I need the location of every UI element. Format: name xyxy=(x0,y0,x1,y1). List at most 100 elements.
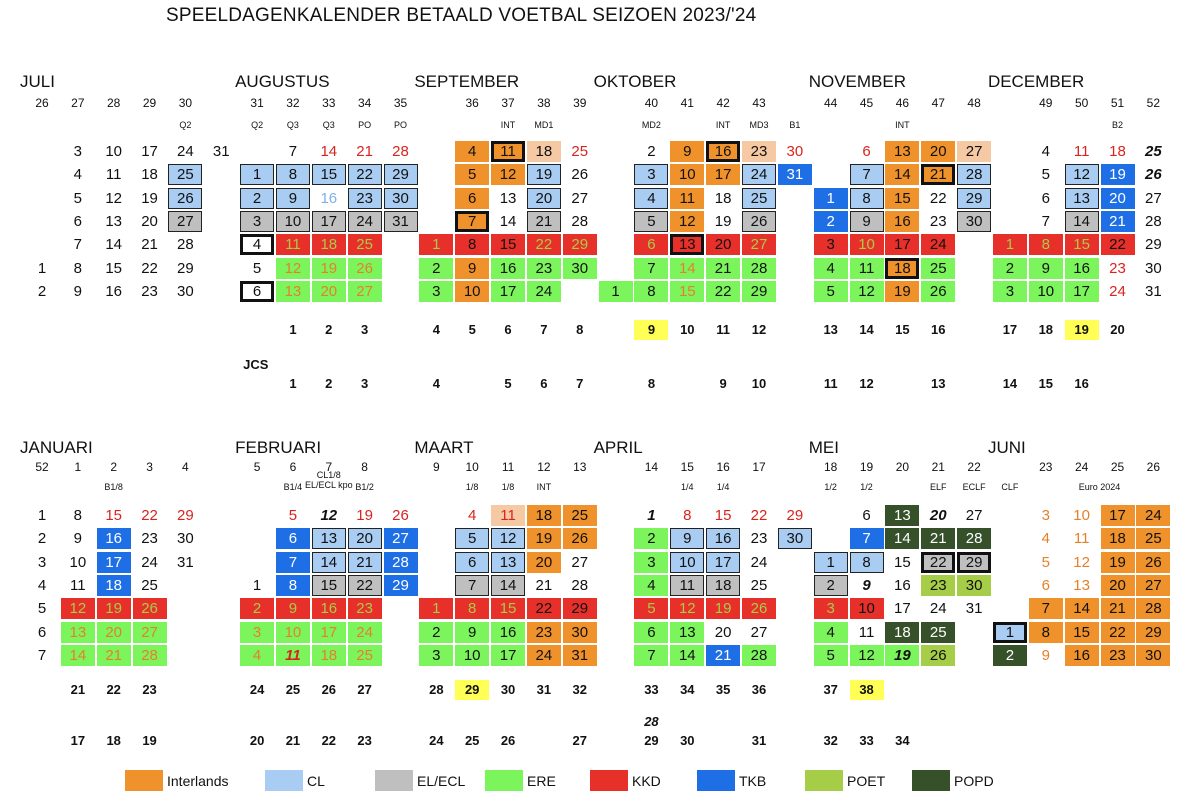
week-tag: ELF xyxy=(929,482,947,492)
jcs-number: 18 xyxy=(106,733,121,748)
day-cell: 11 xyxy=(849,257,884,279)
day-cell: 6 xyxy=(634,234,669,256)
day-cell: 25 xyxy=(1145,143,1162,160)
day-cell: 5 xyxy=(455,164,490,186)
day-cell: 10 xyxy=(1028,280,1063,302)
day-cell: 21 xyxy=(526,210,561,232)
round-number: 26 xyxy=(321,682,337,697)
round-number: 2 xyxy=(325,322,333,337)
day-cell: 30 xyxy=(177,282,194,300)
day-cell: 11 xyxy=(491,505,526,526)
day-cell: 22 xyxy=(1100,621,1135,643)
day-cell: 10 xyxy=(69,553,87,571)
round-number: 21 xyxy=(70,682,86,697)
day-cell: 17 xyxy=(706,551,741,573)
week-number: 20 xyxy=(895,460,910,474)
day-cell: 18 xyxy=(706,574,741,596)
day-cell: 15 xyxy=(885,187,920,209)
week-tag: PO xyxy=(393,120,407,130)
day-cell: 31 xyxy=(212,143,230,160)
day-cell: 25 xyxy=(921,621,956,643)
day-cell: 8 xyxy=(73,259,83,277)
day-cell: 19 xyxy=(356,507,373,524)
day-cell: 26 xyxy=(1136,551,1171,573)
day-cell: 23 xyxy=(750,530,768,548)
day-cell: 14 xyxy=(499,212,517,230)
day-cell: 16 xyxy=(320,189,338,207)
week-number: 52 xyxy=(1146,96,1161,110)
week-tag: INT xyxy=(536,482,552,492)
day-cell: 28 xyxy=(177,236,194,254)
day-cell: 7 xyxy=(288,143,298,160)
day-cell: 11 xyxy=(491,141,526,162)
jcs-number: 25 xyxy=(464,733,480,748)
jcs-number: 30 xyxy=(680,733,695,748)
round-number: 34 xyxy=(680,682,695,697)
day-cell: 10 xyxy=(455,280,490,302)
day-cell: 11 xyxy=(1073,143,1090,160)
round-number: 25 xyxy=(285,682,301,697)
jcs-number: 19 xyxy=(142,733,157,748)
day-cell: 5 xyxy=(813,644,848,666)
day-cell: 6 xyxy=(634,621,669,643)
week-number: 17 xyxy=(752,460,766,474)
day-cell: 4 xyxy=(634,574,669,596)
jcs-number: 9 xyxy=(719,376,727,391)
day-cell: 26 xyxy=(742,598,776,620)
round-number: 29 xyxy=(455,680,490,700)
round-number: 27 xyxy=(357,682,372,697)
day-cell: 22 xyxy=(526,234,561,256)
day-cell: 10 xyxy=(670,164,705,186)
day-cell: 23 xyxy=(1109,259,1126,277)
week-number: 7 xyxy=(325,460,333,474)
round-number-extra: 28 xyxy=(644,714,659,729)
day-cell: 7 xyxy=(849,528,884,550)
day-cell: 26 xyxy=(921,644,956,666)
week-tag: B1/2 xyxy=(355,482,374,492)
round-number: 35 xyxy=(715,682,731,697)
day-cell: 26 xyxy=(562,528,597,550)
day-cell: 30 xyxy=(957,210,992,232)
day-cell: 20 xyxy=(141,212,158,230)
jcs-number: 33 xyxy=(859,733,874,748)
day-cell: 15 xyxy=(670,280,705,302)
day-cell: 6 xyxy=(1041,576,1050,594)
jcs-number: 22 xyxy=(321,733,337,748)
week-tag: MD2 xyxy=(641,120,661,130)
week-number: 4 xyxy=(182,460,189,474)
month-header: APRIL xyxy=(593,438,643,457)
jcs-number: 1 xyxy=(289,376,297,391)
day-cell: 27 xyxy=(132,621,167,643)
day-cell: 22 xyxy=(921,551,956,573)
day-cell: 14 xyxy=(311,551,346,573)
week-number: 32 xyxy=(286,96,300,110)
day-cell: 21 xyxy=(347,551,382,573)
day-cell: 9 xyxy=(275,598,310,620)
day-cell: 2 xyxy=(992,644,1027,666)
jcs-number: 31 xyxy=(751,733,767,748)
round-number: 8 xyxy=(576,322,584,337)
round-number: 9 xyxy=(634,320,669,340)
day-cell: 8 xyxy=(73,507,83,524)
day-cell: 2 xyxy=(37,282,47,300)
jcs-number: 8 xyxy=(647,376,656,391)
day-cell: 21 xyxy=(706,257,741,279)
jcs-number: 24 xyxy=(429,733,444,748)
day-cell: 22 xyxy=(347,164,382,186)
day-cell: 24 xyxy=(347,210,382,232)
month-header: JULI xyxy=(20,72,55,91)
day-cell: 14 xyxy=(1064,210,1099,232)
day-cell: 8 xyxy=(455,598,490,620)
day-cell: 22 xyxy=(526,598,561,620)
week-tag: MD3 xyxy=(749,120,769,130)
day-cell: 31 xyxy=(1145,282,1162,300)
day-cell: 30 xyxy=(1136,644,1171,666)
day-cell: 27 xyxy=(742,234,776,256)
day-cell: 30 xyxy=(562,621,597,643)
day-cell: 5 xyxy=(455,528,490,550)
round-number: 23 xyxy=(142,682,157,697)
day-cell: 5 xyxy=(1041,553,1050,571)
round-number: 6 xyxy=(504,322,512,337)
day-cell: 6 xyxy=(862,507,871,524)
